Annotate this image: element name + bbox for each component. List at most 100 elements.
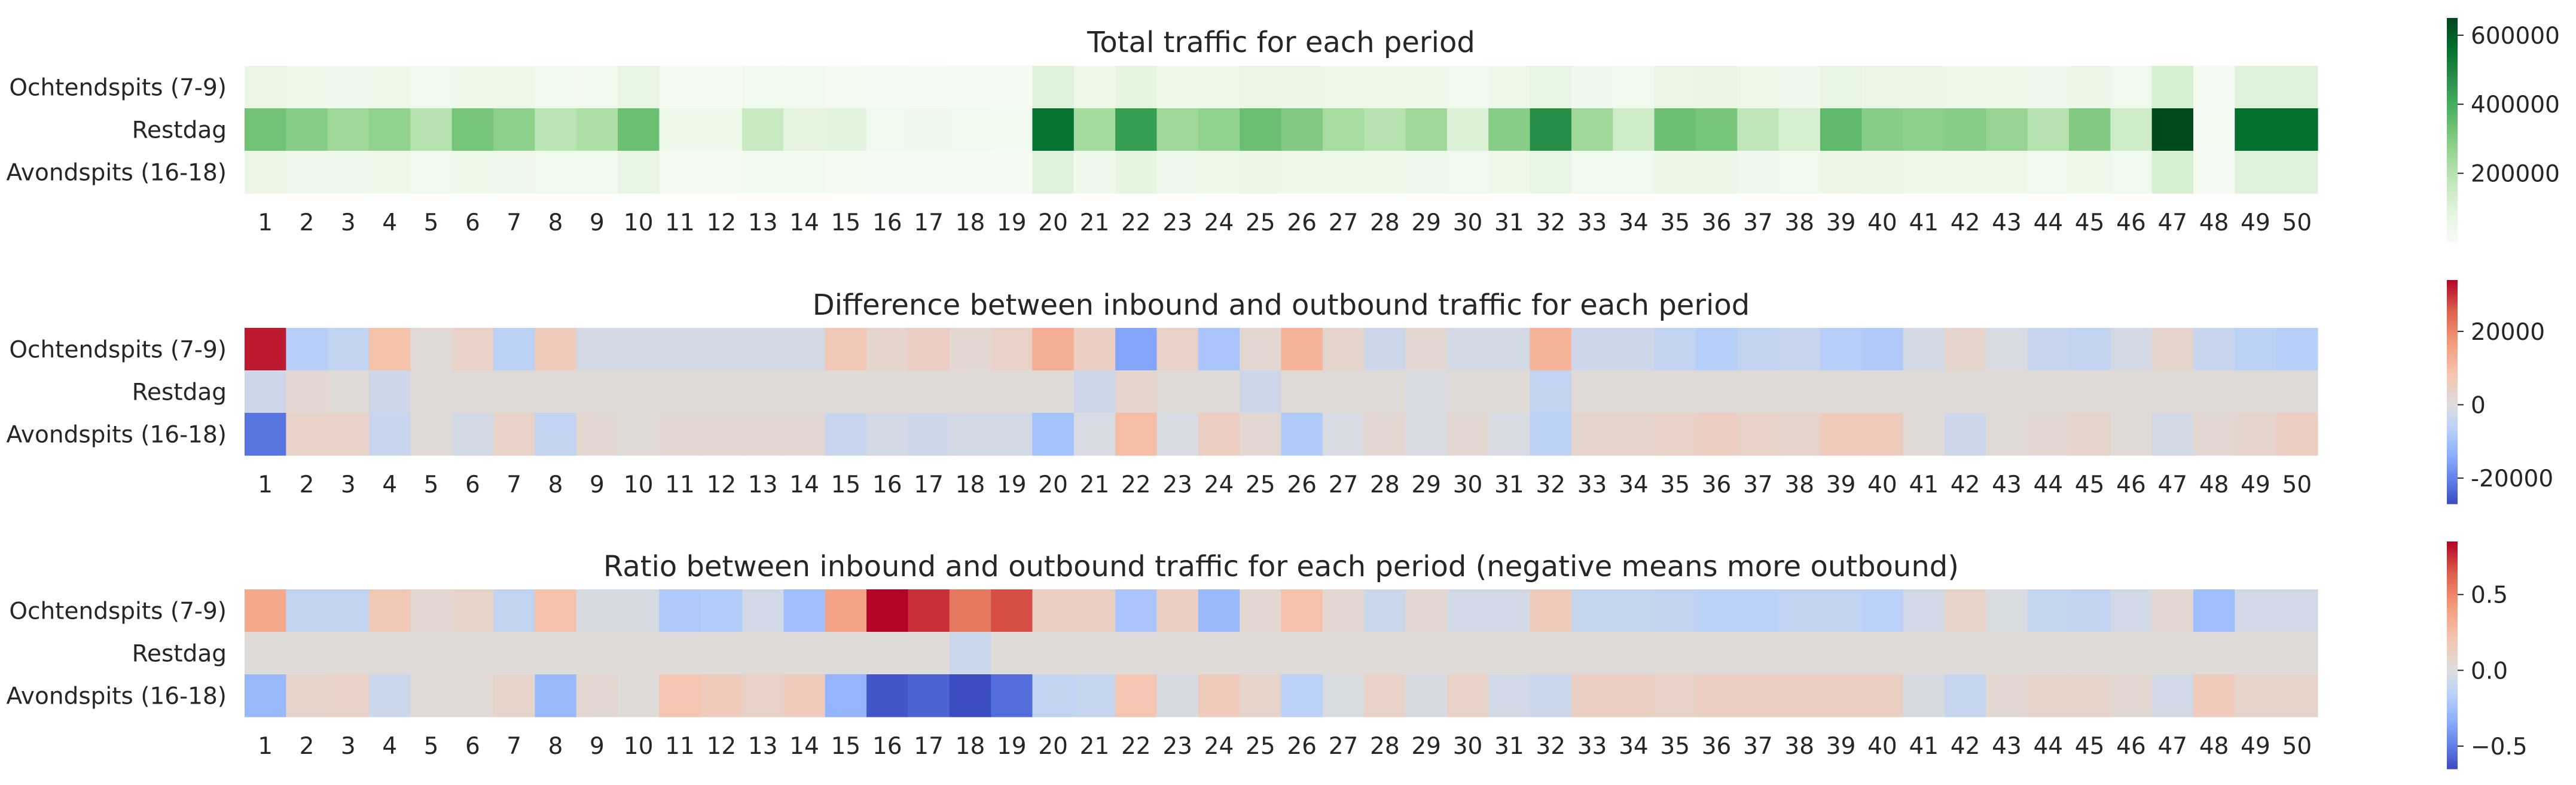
heatmap-cell	[2110, 108, 2153, 151]
colorbar-swatch	[2447, 606, 2458, 608]
column-label: 26	[1287, 209, 1317, 236]
colorbar-swatch	[2447, 655, 2458, 658]
colorbar-swatch	[2447, 178, 2458, 181]
heatmap-cell	[1737, 674, 1780, 717]
heatmap-cell	[286, 108, 328, 151]
colorbar-swatch	[2447, 51, 2458, 54]
heatmap-cell	[369, 370, 411, 413]
heatmap-cell	[949, 151, 991, 194]
column-label: 1	[258, 733, 273, 760]
heatmap-cell	[991, 151, 1033, 194]
heatmap-cell	[1322, 632, 1365, 675]
heatmap-cell	[949, 413, 991, 456]
heatmap-cell	[1861, 66, 1904, 109]
heatmap-cell	[245, 370, 286, 413]
heatmap-cell	[1115, 66, 1158, 109]
heatmap-cell	[1073, 674, 1116, 717]
colorbar-swatch	[2447, 48, 2458, 50]
heatmap-cell	[1654, 370, 1696, 413]
colorbar-swatch	[2447, 197, 2458, 200]
heatmap-cell	[908, 674, 950, 717]
heatmap-cell	[2110, 589, 2153, 632]
colorbar-swatch	[2447, 382, 2458, 385]
heatmap-cell	[1488, 370, 1531, 413]
heatmap-cell	[1903, 328, 1945, 371]
colorbar-swatch	[2447, 477, 2458, 480]
colorbar-swatch	[2447, 20, 2458, 22]
colorbar-swatch	[2447, 394, 2458, 396]
heatmap-cell	[700, 370, 743, 413]
heatmap-cell	[1986, 589, 2028, 632]
row-label: Ochtendspits (7-9)	[9, 337, 227, 364]
heatmap-cell	[1820, 589, 1862, 632]
column-label: 45	[2075, 733, 2105, 760]
heatmap-cell	[576, 66, 618, 109]
colorbar-swatch	[2447, 765, 2458, 768]
heatmap-cell	[1198, 589, 1240, 632]
colorbar-swatch	[2447, 364, 2458, 366]
heatmap-cell	[1446, 589, 1489, 632]
heatmap-cell	[369, 151, 411, 194]
colorbar-swatch	[2447, 404, 2458, 407]
heatmap-cell	[245, 108, 286, 151]
heatmap-cell	[1073, 328, 1116, 371]
colorbar-swatch	[2447, 212, 2458, 215]
column-label: 29	[1411, 733, 1441, 760]
heatmap-cell	[659, 632, 701, 675]
colorbar-swatch	[2447, 124, 2458, 127]
column-label: 11	[665, 733, 695, 760]
colorbar-swatch	[2447, 632, 2458, 635]
colorbar-swatch	[2447, 177, 2458, 179]
colorbar-swatch	[2447, 336, 2458, 339]
colorbar-swatch	[2447, 205, 2458, 208]
colorbar-tick-label: 20000	[2471, 319, 2545, 346]
heatmap-cell	[1986, 674, 2028, 717]
colorbar-swatch	[2447, 165, 2458, 168]
colorbar-swatch	[2447, 386, 2458, 389]
column-label: 2	[300, 471, 315, 498]
column-label: 47	[2157, 471, 2187, 498]
colorbar-swatch	[2447, 664, 2458, 667]
colorbar-swatch	[2447, 53, 2458, 56]
heatmap-cell	[866, 151, 909, 194]
heatmap-cell	[1903, 674, 1945, 717]
column-label: 27	[1329, 733, 1359, 760]
colorbar-swatch	[2447, 358, 2458, 361]
colorbar-swatch	[2447, 240, 2458, 243]
column-label: 49	[2241, 209, 2270, 236]
colorbar-swatch	[2447, 188, 2458, 191]
colorbar-swatch	[2447, 356, 2458, 359]
colorbar-swatch	[2447, 708, 2458, 711]
heatmap-cell	[2068, 674, 2111, 717]
colorbar-swatch	[2447, 672, 2458, 675]
colorbar-swatch	[2447, 399, 2458, 402]
heatmap-cell	[742, 328, 785, 371]
colorbar-swatch	[2447, 221, 2458, 224]
colorbar-swatch	[2447, 555, 2458, 557]
heatmap-cell	[783, 589, 826, 632]
heatmap-cell	[1530, 370, 1572, 413]
heatmap-cell	[1446, 632, 1489, 675]
heatmap-cell	[1488, 151, 1531, 194]
heatmap-cell	[1405, 674, 1448, 717]
colorbar-swatch	[2447, 299, 2458, 301]
heatmap-cell	[1737, 370, 1780, 413]
heatmap-cell	[1240, 632, 1282, 675]
heatmap-cell	[1446, 674, 1489, 717]
heatmap-cell	[1654, 632, 1696, 675]
colorbar-swatch	[2447, 173, 2458, 176]
colorbar-swatch	[2447, 317, 2458, 320]
colorbar-swatch	[2447, 341, 2458, 344]
heatmap-cell	[369, 108, 411, 151]
heatmap-cell	[1446, 66, 1489, 109]
column-label: 8	[548, 209, 563, 236]
heatmap-panel-1: Total traffic for each period Ochtendspit…	[7, 18, 2560, 243]
column-label: 42	[1951, 733, 1980, 760]
heatmap-cell	[1156, 589, 1199, 632]
heatmap-cell	[742, 151, 785, 194]
colorbar-swatch	[2447, 210, 2458, 213]
column-label: 24	[1204, 209, 1234, 236]
heatmap-cell	[1198, 370, 1240, 413]
heatmap-cell	[2151, 413, 2194, 456]
heatmap-cell	[659, 413, 701, 456]
